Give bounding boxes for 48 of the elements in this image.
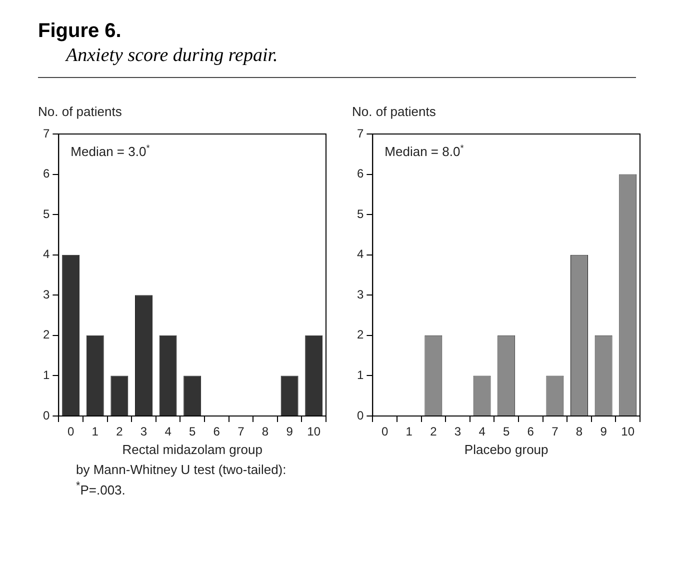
y-tick-label: 1 [42, 368, 50, 382]
x-tick-label: 0 [67, 424, 74, 439]
annotation: Median = 8.0* [384, 142, 464, 159]
y-tick-label: 4 [356, 247, 364, 262]
x-tick-label: 3 [140, 424, 148, 439]
text: $^{*}$P=.003. [76, 479, 126, 498]
y-tick-label: 0 [356, 408, 364, 422]
chart-subtitle: Anxiety score during repair. [66, 45, 279, 67]
y-tick-label: 5 [42, 206, 50, 221]
y-tick-label: 6 [356, 166, 364, 181]
annotation: Median = 3.0* [70, 142, 150, 159]
x-tick-label: 8 [262, 424, 269, 439]
y-tick-label: 7 [42, 126, 50, 140]
x-tick-label: 7 [552, 424, 559, 439]
y-axis-title: No. of patients [38, 104, 122, 119]
x-tick-label: 2 [430, 424, 438, 439]
chart-title: Figure 6. [38, 20, 122, 43]
x-tick-label: 10 [307, 424, 321, 439]
x-tick-label: 9 [286, 424, 294, 439]
x-tick-label: 0 [381, 424, 388, 439]
x-tick-label: 8 [576, 424, 583, 439]
y-tick-label: 4 [42, 247, 50, 262]
y-tick-label: 7 [356, 126, 364, 140]
y-axis-title: No. of patients [352, 104, 436, 119]
x-tick-label: 1 [92, 424, 99, 439]
y-tick-label: 2 [356, 328, 364, 342]
x-tick-label: 10 [621, 424, 635, 439]
y-tick-label: 0 [42, 408, 50, 422]
y-tick-label: 6 [42, 166, 50, 181]
x-tick-label: 6 [213, 424, 220, 439]
x-tick-label: 5 [188, 424, 196, 439]
y-tick-label: 3 [356, 287, 364, 302]
x-tick-label: 4 [478, 424, 486, 439]
x-tick-label: 7 [238, 424, 245, 439]
x-tick-label: 3 [454, 424, 462, 439]
x-axis-title: Placebo group [464, 442, 548, 457]
y-tick-label: 1 [356, 368, 364, 382]
x-axis-title: Rectal midazolam group [122, 442, 262, 457]
x-tick-label: 6 [527, 424, 534, 439]
x-tick-label: 9 [600, 424, 608, 439]
y-tick-label: 3 [42, 287, 50, 302]
y-tick-label: 5 [356, 206, 364, 221]
y-tick-label: 2 [42, 328, 50, 342]
x-tick-label: 1 [406, 424, 413, 439]
x-tick-label: 2 [116, 424, 124, 439]
x-tick-label: 4 [164, 424, 172, 439]
text: by Mann-Whitney U test (two-tailed): [76, 462, 288, 478]
x-tick-label: 5 [502, 424, 510, 439]
